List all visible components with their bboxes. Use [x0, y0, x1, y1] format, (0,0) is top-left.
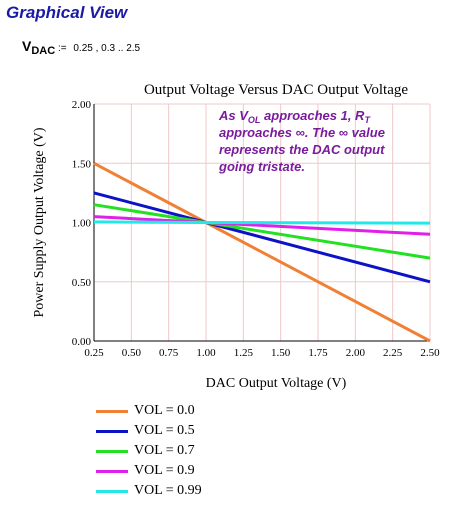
x-tick-label: 1.25	[234, 347, 254, 359]
legend-item: VOL = 0.7	[96, 441, 202, 461]
legend-swatch	[96, 489, 128, 493]
output-voltage-chart[interactable]: Output Voltage Versus DAC Output Voltage…	[0, 0, 457, 400]
x-tick-label: 1.50	[271, 347, 291, 359]
legend-label: VOL = 0.9	[134, 463, 195, 478]
chart-annotation: As VOL approaches 1, RT approaches ∞. Th…	[219, 108, 385, 174]
series-line	[93, 220, 431, 225]
x-tick-label: 0.25	[84, 347, 104, 359]
legend-item: VOL = 0.99	[96, 481, 202, 501]
legend-label: VOL = 0.99	[134, 483, 202, 498]
x-axis-label: DAC Output Voltage (V)	[206, 376, 347, 391]
series-line	[93, 161, 431, 343]
y-tick-label: 0.00	[72, 336, 92, 348]
legend-item: VOL = 0.0	[96, 401, 202, 421]
legend-swatch	[96, 469, 128, 473]
chart-title: Output Voltage Versus DAC Output Voltage	[144, 82, 408, 98]
legend-swatch	[96, 429, 128, 433]
chart-legend: VOL = 0.0 VOL = 0.5 VOL = 0.7 VOL = 0.9 …	[96, 401, 202, 501]
page-heading: Graphical View	[6, 3, 128, 22]
y-tick-label: 1.00	[72, 218, 92, 230]
y-tick-label: 2.00	[72, 99, 92, 111]
legend-swatch	[96, 449, 128, 453]
x-tick-label: 2.50	[420, 347, 440, 359]
legend-item: VOL = 0.9	[96, 461, 202, 481]
vdac-definition[interactable]: VDAC := 0.25 , 0.3 .. 2.5	[22, 38, 140, 57]
x-tick-label: 0.75	[159, 347, 179, 359]
x-tick-label: 0.50	[122, 347, 142, 359]
x-tick-label: 2.00	[346, 347, 366, 359]
legend-label: VOL = 0.0	[134, 403, 195, 418]
assignment-operator: :=	[57, 43, 67, 54]
legend-label: VOL = 0.5	[134, 423, 195, 438]
legend-label: VOL = 0.7	[134, 443, 195, 458]
legend-item: VOL = 0.5	[96, 421, 202, 441]
y-tick-label: 1.50	[72, 158, 92, 170]
series-line	[93, 191, 431, 284]
y-axis-label: Power Supply Output Voltage (V)	[32, 127, 47, 317]
vdac-variable: VDAC	[22, 38, 56, 57]
y-tick-label: 0.50	[72, 277, 92, 289]
x-tick-label: 1.00	[196, 347, 216, 359]
legend-swatch	[96, 409, 128, 413]
x-tick-label: 2.25	[383, 347, 403, 359]
x-tick-label: 1.75	[308, 347, 328, 359]
vdac-range-expression: 0.25 , 0.3 .. 2.5	[73, 43, 141, 54]
